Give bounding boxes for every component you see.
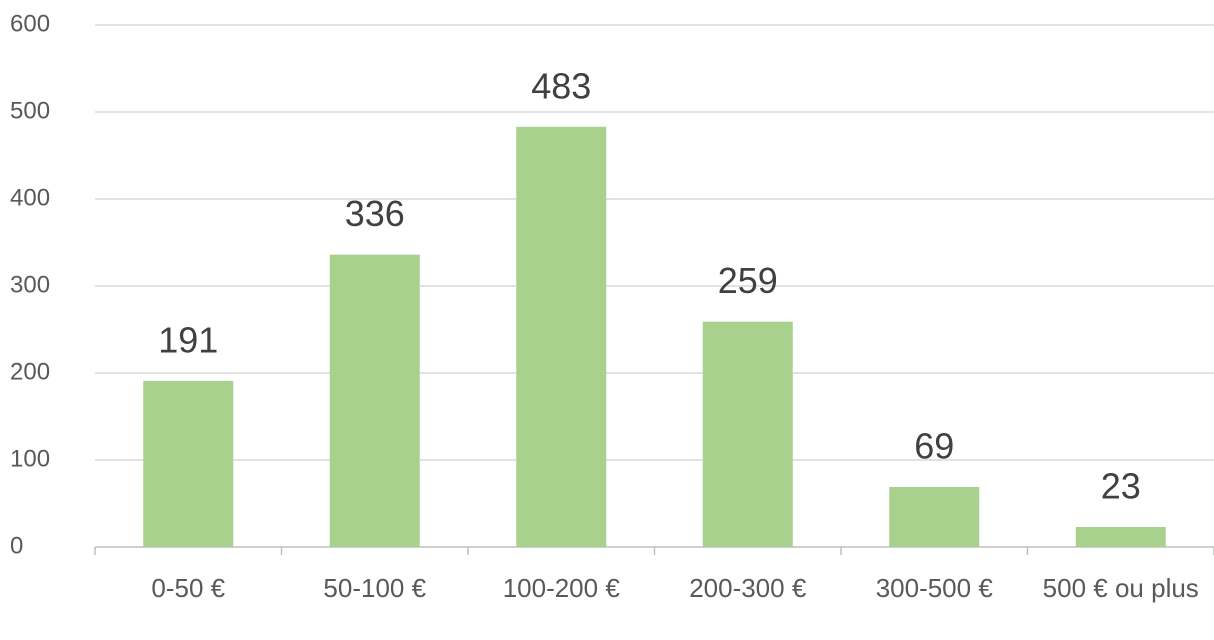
x-tick-label: 0-50 € [151,573,226,603]
bar [702,321,793,547]
x-tick-label: 500 € ou plus [1042,573,1199,603]
y-tick-label: 100 [10,445,50,472]
data-label: 483 [531,65,591,106]
data-label: 191 [158,319,218,360]
bar [143,380,234,547]
data-label: 259 [718,260,778,301]
y-tick-label: 300 [10,271,50,298]
x-tick-label: 100-200 € [502,573,620,603]
y-tick-label: 400 [10,184,50,211]
data-label: 23 [1101,466,1141,507]
y-tick-label: 0 [10,532,23,559]
y-tick-label: 200 [10,358,50,385]
bar [516,126,607,547]
y-tick-label: 500 [10,97,50,124]
bar [889,486,980,547]
bar [329,254,420,547]
x-tick-label: 200-300 € [689,573,807,603]
data-label: 69 [914,425,954,466]
bar [1075,526,1166,547]
data-label: 336 [345,193,405,234]
x-tick-label: 50-100 € [323,573,427,603]
y-tick-label: 600 [10,10,50,37]
x-tick-label: 300-500 € [875,573,993,603]
